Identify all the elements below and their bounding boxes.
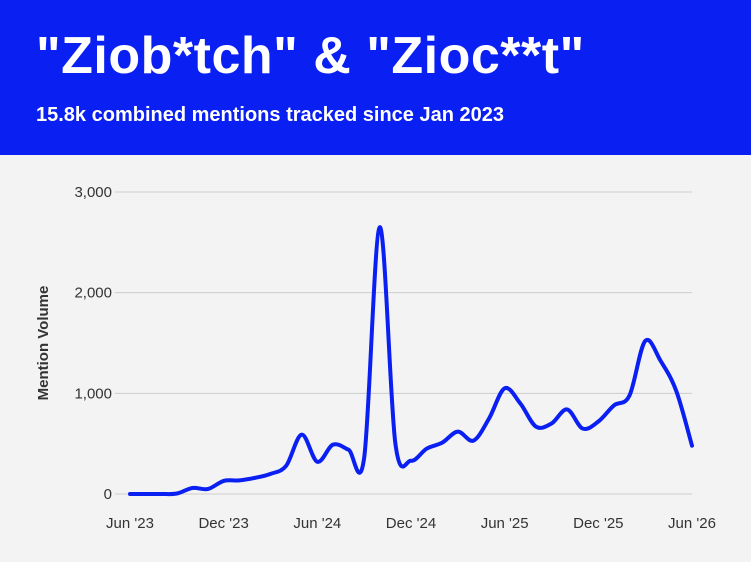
x-tick-label: Jun '26	[668, 515, 716, 532]
header-banner: "Ziob*tch" & "Zioc**t" 15.8k combined me…	[0, 0, 751, 155]
gridlines	[115, 191, 692, 495]
x-tick-label: Jun '24	[293, 515, 341, 532]
x-axis-ticks: Jun '23 Dec '23 Jun '24 Dec '24 Jun '25 Dec '…	[106, 515, 716, 532]
x-tick-label: Dec '25	[573, 515, 623, 532]
y-tick-label: 1,000	[74, 385, 112, 402]
series-line	[128, 225, 694, 497]
x-tick-label: Jun '23	[106, 515, 154, 532]
line-chart: 0 1,000 2,000 3,000 Jun '23 Dec '23 Jun '24 De…	[35, 184, 716, 532]
chart-subtitle: 15.8k combined mentions tracked since Ja…	[36, 104, 504, 126]
y-axis-label: Mention Volume	[35, 286, 52, 401]
chart-title: "Ziob*tch" & "Zioc**t"	[36, 27, 585, 85]
x-tick-label: Dec '23	[198, 515, 248, 532]
x-tick-label: Dec '24	[386, 515, 436, 532]
y-tick-label: 3,000	[74, 184, 112, 201]
y-tick-label: 0	[104, 486, 112, 503]
y-axis-ticks: 0 1,000 2,000 3,000	[74, 184, 112, 503]
x-tick-label: Jun '25	[481, 515, 529, 532]
y-tick-label: 2,000	[74, 285, 112, 302]
